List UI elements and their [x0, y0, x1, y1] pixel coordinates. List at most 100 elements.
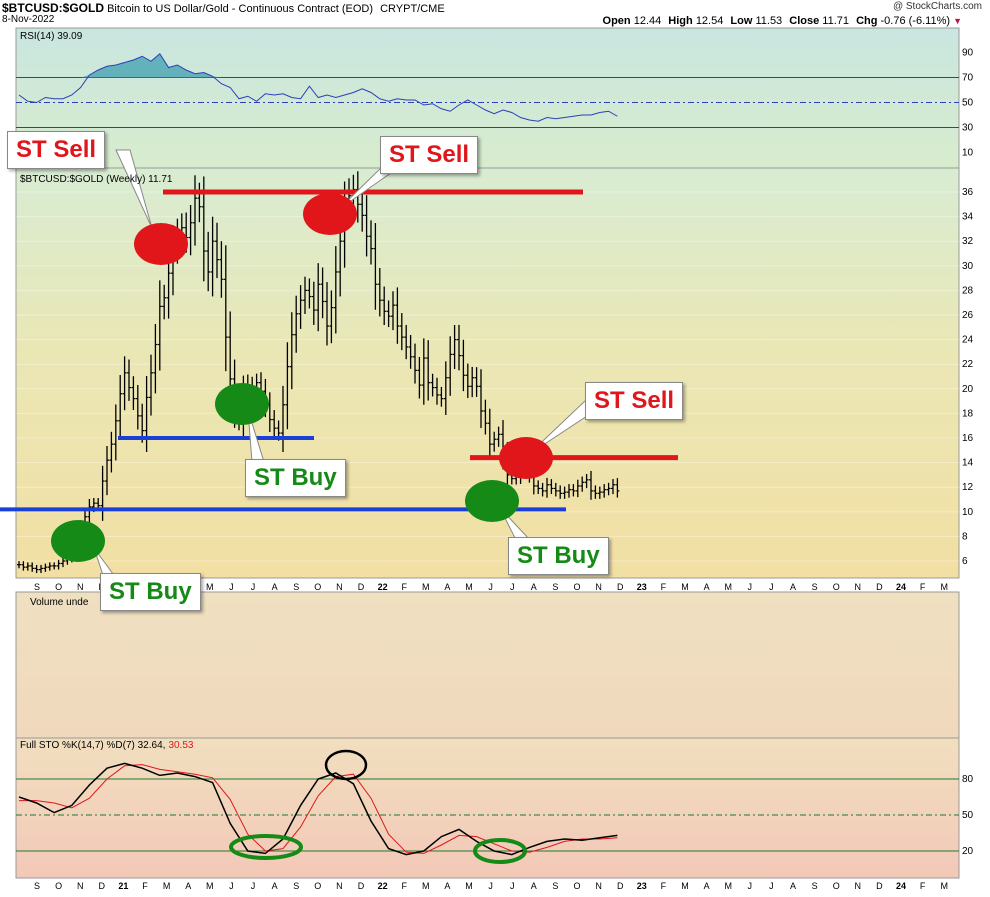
- x-tick-label: J: [229, 582, 234, 592]
- x-tick-label: A: [185, 881, 191, 891]
- watermark: @ StockCharts.com: [892, 1, 982, 12]
- x-tick-label: 21: [118, 881, 128, 891]
- x-tick-label: J: [251, 582, 256, 592]
- st-sell-callout-3: ST Sell: [585, 382, 684, 420]
- price-tick-label: 32: [962, 236, 974, 247]
- rsi-tick-label: 70: [962, 73, 974, 84]
- price-tick-label: 30: [962, 261, 974, 272]
- sto-gridlines: [16, 778, 959, 852]
- st-sell-marker-1: [134, 223, 188, 265]
- x-tick-label: F: [401, 582, 407, 592]
- x-tick-label: S: [293, 881, 299, 891]
- x-tick-label: J: [748, 881, 753, 891]
- price-tick-label: 20: [962, 384, 974, 395]
- price-axis: 36 34 32 30 28 26 24 22 20 18 16 14 12 10 8 6: [962, 187, 974, 567]
- x-tick-label: A: [790, 582, 796, 592]
- sto-tick-label: 50: [962, 810, 974, 821]
- x-tick-label: M: [163, 881, 171, 891]
- x-tick-label: S: [293, 582, 299, 592]
- price-tick-label: 12: [962, 482, 974, 493]
- st-buy-callout-2: ST Buy: [100, 573, 201, 611]
- x-tick-label: O: [573, 881, 580, 891]
- x-tick-label: S: [34, 881, 40, 891]
- rsi-tick-label: 30: [962, 123, 974, 134]
- x-tick-label: M: [465, 881, 473, 891]
- x-tick-label: D: [358, 881, 365, 891]
- x-tick-label: 24: [896, 881, 906, 891]
- header-title: $BTCUSD:$GOLD Bitcoin to US Dollar/Gold …: [2, 1, 445, 15]
- price-tick-label: 36: [962, 187, 974, 198]
- x-tick-label: 22: [378, 881, 388, 891]
- sto-label: Full STO %K(14,7) %D(7) 32.64, 30.53: [20, 740, 194, 751]
- x-tick-label: M: [681, 881, 689, 891]
- price-tick-label: 6: [962, 556, 968, 567]
- x-tick-label: M: [940, 582, 948, 592]
- st-sell-marker-3: [499, 437, 553, 479]
- sto-k-line: [18, 762, 618, 856]
- x-tick-label: O: [55, 582, 62, 592]
- x-tick-label: J: [229, 881, 234, 891]
- description: Bitcoin to US Dollar/Gold - Continuous C…: [107, 3, 374, 15]
- x-tick-label: F: [142, 881, 148, 891]
- rsi-panel: [15, 27, 960, 169]
- exchange: CRYPT/CME: [380, 3, 445, 15]
- x-tick-label: F: [401, 881, 407, 891]
- sto-axis: 80 50 20: [962, 774, 974, 857]
- sto-highlight-circles: [229, 749, 527, 864]
- sto-panel: [15, 737, 960, 879]
- price-tick-label: 34: [962, 212, 974, 223]
- x-tick-label: F: [920, 582, 926, 592]
- x-tick-label: D: [99, 881, 106, 891]
- rsi-axis: 90 70 50 30 10: [962, 48, 974, 159]
- price-tick-label: 28: [962, 285, 974, 296]
- sto-plot: [18, 762, 618, 856]
- x-tick-label: N: [336, 582, 343, 592]
- x-tick-label: S: [552, 582, 558, 592]
- x-tick-label: N: [855, 881, 862, 891]
- x-tick-label: O: [573, 582, 580, 592]
- header-date: 8-Nov-2022: [2, 14, 55, 25]
- x-tick-label: F: [661, 582, 667, 592]
- x-tick-label: S: [812, 881, 818, 891]
- volume-panel: [15, 591, 960, 739]
- x-tick-label: D: [617, 881, 624, 891]
- x-tick-label: O: [55, 881, 62, 891]
- x-tick-label: M: [422, 881, 430, 891]
- sto-tick-label: 80: [962, 774, 974, 785]
- x-tick-label: J: [510, 582, 515, 592]
- price-tick-label: 10: [962, 507, 974, 518]
- x-tick-label: O: [833, 582, 840, 592]
- sto-sell-circle: [324, 749, 368, 781]
- volume-label: Volume unde: [30, 597, 89, 608]
- rsi-overbought-fill: [19, 53, 618, 78]
- x-tick-label: A: [790, 881, 796, 891]
- st-buy-callout-1: ST Buy: [245, 459, 346, 497]
- x-tick-label: A: [444, 881, 450, 891]
- x-tick-label: A: [531, 881, 537, 891]
- x-tick-label: M: [724, 582, 732, 592]
- x-tick-label: M: [724, 881, 732, 891]
- sto-tick-label: 20: [962, 846, 974, 857]
- st-buy-marker-3: [465, 480, 519, 522]
- x-tick-label: 23: [637, 881, 647, 891]
- symbol: $BTCUSD:$GOLD: [2, 1, 105, 15]
- x-tick-label: M: [206, 881, 214, 891]
- x-tick-label: A: [531, 582, 537, 592]
- x-tick-label: M: [681, 582, 689, 592]
- x-tick-label: O: [314, 881, 321, 891]
- x-tick-label: A: [272, 881, 278, 891]
- st-buy-marker-1: [215, 383, 269, 425]
- x-tick-label: J: [748, 582, 753, 592]
- price-label: $BTCUSD:$GOLD (Weekly) 11.71: [20, 174, 173, 185]
- x-tick-label: O: [314, 582, 321, 592]
- ohlc-readout: Open 12.44 High 12.54 Low 11.53 Close 11…: [602, 15, 962, 27]
- down-arrow-icon: ▼: [953, 16, 962, 26]
- sto-label-k: Full STO %K(14,7) %D(7) 32.64,: [20, 740, 165, 751]
- x-tick-label: S: [812, 582, 818, 592]
- x-tick-label: J: [769, 582, 774, 592]
- x-tick-label: O: [833, 881, 840, 891]
- sto-buy-circle-2: [473, 838, 527, 864]
- st-sell-callout-1: ST Sell: [7, 131, 106, 169]
- price-tick-label: 8: [962, 531, 968, 542]
